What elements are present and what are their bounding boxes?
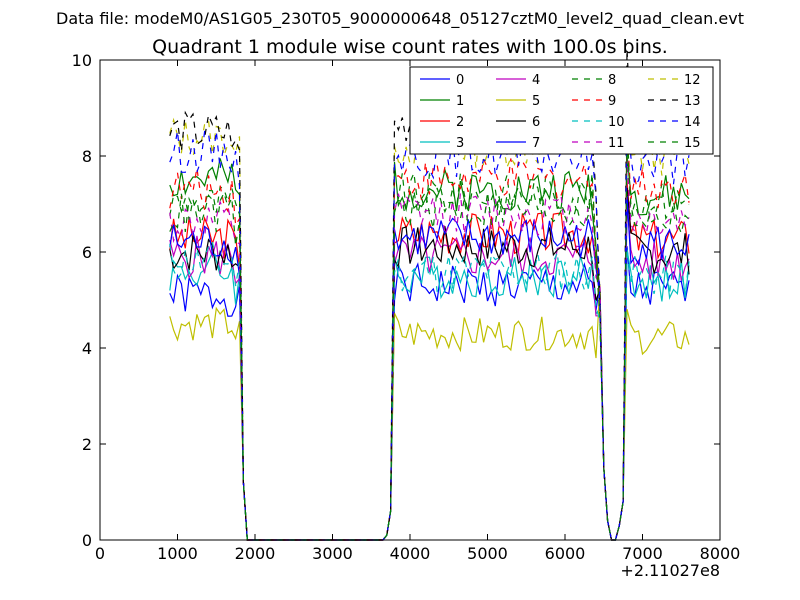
series-line-14 — [169, 107, 690, 541]
y-tick-label: 2 — [82, 435, 92, 454]
x-tick-label: 4000 — [390, 544, 431, 563]
legend-label-3: 3 — [456, 136, 464, 151]
legend-label-10: 10 — [608, 115, 625, 130]
legend-label-15: 15 — [684, 136, 701, 151]
y-tick-label: 0 — [82, 531, 92, 550]
legend-label-13: 13 — [684, 94, 701, 109]
x-tick-label: 8000 — [700, 544, 741, 563]
x-tick-label: 6000 — [545, 544, 586, 563]
legend-label-4: 4 — [532, 73, 540, 88]
legend-label-5: 5 — [532, 94, 540, 109]
series-line-9 — [169, 124, 690, 541]
x-tick-label: 2000 — [235, 544, 276, 563]
legend-label-12: 12 — [684, 73, 701, 88]
x-tick-label: 3000 — [312, 544, 353, 563]
x-tick-label: 0 — [95, 544, 105, 563]
x-offset-label: +2.11027e8 — [620, 561, 720, 580]
x-tick-label: 1000 — [157, 544, 198, 563]
legend-label-14: 14 — [684, 115, 701, 130]
legend-label-11: 11 — [608, 136, 625, 151]
y-tick-label: 8 — [82, 147, 92, 166]
legend-label-1: 1 — [456, 94, 464, 109]
legend-box — [409, 66, 714, 155]
y-tick-label: 4 — [82, 339, 92, 358]
legend-label-0: 0 — [456, 73, 464, 88]
legend-label-8: 8 — [608, 73, 616, 88]
chart-title: Quadrant 1 module wise count rates with … — [152, 36, 668, 58]
legend-label-2: 2 — [456, 115, 464, 130]
x-tick-label: 5000 — [467, 544, 508, 563]
legend-label-9: 9 — [608, 94, 616, 109]
figure-suptitle: Data file: modeM0/AS1G05_230T05_90000006… — [56, 9, 744, 29]
x-tick-label: 7000 — [622, 544, 663, 563]
legend-label-6: 6 — [532, 115, 540, 130]
y-tick-label: 10 — [72, 51, 92, 70]
y-tick-label: 6 — [82, 243, 92, 262]
legend-label-7: 7 — [532, 136, 540, 151]
